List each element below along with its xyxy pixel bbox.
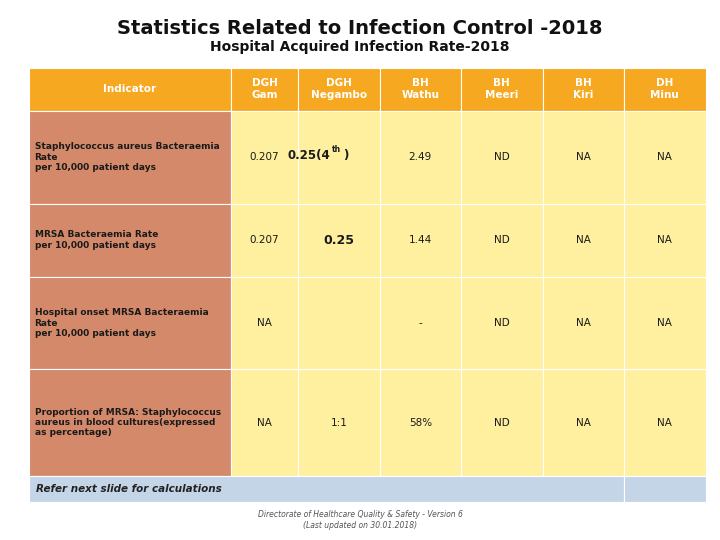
FancyBboxPatch shape bbox=[298, 369, 379, 476]
Text: NA: NA bbox=[576, 235, 591, 245]
Text: 0.207: 0.207 bbox=[250, 152, 279, 162]
FancyBboxPatch shape bbox=[624, 276, 706, 369]
Text: ND: ND bbox=[494, 152, 510, 162]
Text: ND: ND bbox=[494, 417, 510, 428]
Text: 58%: 58% bbox=[409, 417, 432, 428]
Text: ND: ND bbox=[494, 318, 510, 328]
Text: DGH
Gam: DGH Gam bbox=[251, 78, 278, 100]
FancyBboxPatch shape bbox=[624, 476, 706, 502]
FancyBboxPatch shape bbox=[543, 369, 624, 476]
Text: 0.207: 0.207 bbox=[250, 235, 279, 245]
FancyBboxPatch shape bbox=[461, 204, 543, 276]
Text: MRSA Bacteraemia Rate
per 10,000 patient days: MRSA Bacteraemia Rate per 10,000 patient… bbox=[35, 231, 158, 250]
FancyBboxPatch shape bbox=[543, 276, 624, 369]
Text: DGH
Negambo: DGH Negambo bbox=[311, 78, 367, 100]
Text: Indicator: Indicator bbox=[103, 84, 156, 94]
Text: 1:1: 1:1 bbox=[330, 417, 347, 428]
FancyBboxPatch shape bbox=[29, 111, 231, 204]
FancyBboxPatch shape bbox=[29, 369, 231, 476]
FancyBboxPatch shape bbox=[379, 111, 461, 204]
Text: NA: NA bbox=[657, 318, 672, 328]
FancyBboxPatch shape bbox=[298, 111, 379, 204]
FancyBboxPatch shape bbox=[624, 369, 706, 476]
Text: NA: NA bbox=[576, 417, 591, 428]
FancyBboxPatch shape bbox=[461, 369, 543, 476]
FancyBboxPatch shape bbox=[231, 369, 298, 476]
FancyBboxPatch shape bbox=[231, 276, 298, 369]
Text: -: - bbox=[418, 318, 422, 328]
Text: BH
Wathu: BH Wathu bbox=[401, 78, 439, 100]
Text: NA: NA bbox=[657, 417, 672, 428]
FancyBboxPatch shape bbox=[624, 204, 706, 276]
Text: NA: NA bbox=[257, 318, 272, 328]
FancyBboxPatch shape bbox=[543, 204, 624, 276]
Text: NA: NA bbox=[657, 152, 672, 162]
FancyBboxPatch shape bbox=[379, 68, 461, 111]
FancyBboxPatch shape bbox=[29, 204, 231, 276]
Text: Refer next slide for calculations: Refer next slide for calculations bbox=[36, 484, 222, 494]
FancyBboxPatch shape bbox=[461, 276, 543, 369]
FancyBboxPatch shape bbox=[231, 68, 298, 111]
FancyBboxPatch shape bbox=[231, 204, 298, 276]
FancyBboxPatch shape bbox=[231, 111, 298, 204]
Text: 1.44: 1.44 bbox=[409, 235, 432, 245]
Text: Hospital onset MRSA Bacteraemia
Rate
per 10,000 patient days: Hospital onset MRSA Bacteraemia Rate per… bbox=[35, 308, 208, 338]
Text: Hospital Acquired Infection Rate-2018: Hospital Acquired Infection Rate-2018 bbox=[210, 40, 510, 55]
FancyBboxPatch shape bbox=[379, 276, 461, 369]
Text: DH
Minu: DH Minu bbox=[650, 78, 679, 100]
Text: Directorate of Healthcare Quality & Safety - Version 6
(Last updated on 30.01.20: Directorate of Healthcare Quality & Safe… bbox=[258, 510, 462, 530]
FancyBboxPatch shape bbox=[379, 369, 461, 476]
FancyBboxPatch shape bbox=[461, 68, 543, 111]
Text: 0.25(4: 0.25(4 bbox=[287, 149, 330, 162]
Text: 2.49: 2.49 bbox=[409, 152, 432, 162]
Text: BH
Kiri: BH Kiri bbox=[573, 78, 593, 100]
Text: NA: NA bbox=[257, 417, 272, 428]
FancyBboxPatch shape bbox=[298, 276, 379, 369]
Text: NA: NA bbox=[657, 235, 672, 245]
FancyBboxPatch shape bbox=[379, 204, 461, 276]
Text: th: th bbox=[332, 145, 341, 154]
Text: NA: NA bbox=[576, 318, 591, 328]
Text: Statistics Related to Infection Control -2018: Statistics Related to Infection Control … bbox=[117, 19, 603, 38]
FancyBboxPatch shape bbox=[461, 111, 543, 204]
Text: ND: ND bbox=[494, 235, 510, 245]
FancyBboxPatch shape bbox=[543, 111, 624, 204]
FancyBboxPatch shape bbox=[29, 68, 231, 111]
FancyBboxPatch shape bbox=[29, 476, 624, 502]
Text: BH
Meeri: BH Meeri bbox=[485, 78, 518, 100]
Text: ): ) bbox=[343, 149, 348, 162]
FancyBboxPatch shape bbox=[543, 68, 624, 111]
FancyBboxPatch shape bbox=[298, 68, 379, 111]
Text: 0.25: 0.25 bbox=[323, 234, 354, 247]
Text: Staphylococcus aureus Bacteraemia
Rate
per 10,000 patient days: Staphylococcus aureus Bacteraemia Rate p… bbox=[35, 142, 220, 172]
FancyBboxPatch shape bbox=[624, 111, 706, 204]
Text: Proportion of MRSA: Staphylococcus
aureus in blood cultures(expressed
as percent: Proportion of MRSA: Staphylococcus aureu… bbox=[35, 408, 221, 437]
Text: NA: NA bbox=[576, 152, 591, 162]
FancyBboxPatch shape bbox=[624, 68, 706, 111]
FancyBboxPatch shape bbox=[298, 204, 379, 276]
FancyBboxPatch shape bbox=[29, 276, 231, 369]
